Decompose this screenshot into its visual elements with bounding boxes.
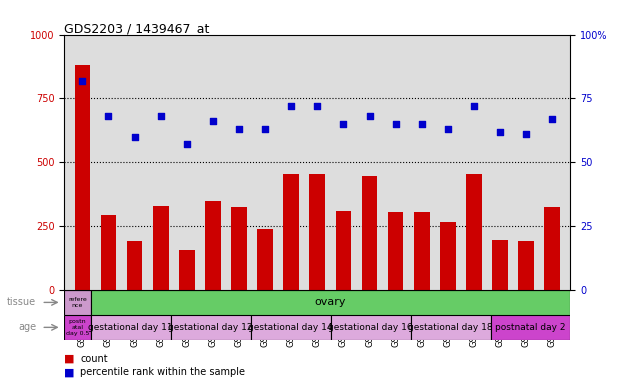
Point	[103, 113, 113, 119]
Text: ■: ■	[64, 354, 74, 364]
Bar	[251, 315, 331, 340]
Bar	[171, 315, 251, 340]
Bar	[64, 315, 91, 340]
Text: gestational day 11: gestational day 11	[88, 323, 173, 332]
Text: gestational day 12: gestational day 12	[169, 323, 253, 332]
Text: postnatal day 2: postnatal day 2	[495, 323, 566, 332]
Text: gestational day 14: gestational day 14	[249, 323, 333, 332]
Bar	[101, 215, 116, 290]
Bar	[153, 206, 169, 290]
Bar	[74, 65, 90, 290]
Bar	[519, 242, 534, 290]
Bar	[336, 211, 351, 290]
Bar	[544, 207, 560, 290]
Point	[208, 118, 218, 124]
Text: refere
nce: refere nce	[68, 297, 87, 308]
Text: ovary: ovary	[315, 297, 346, 308]
Text: age: age	[18, 322, 37, 333]
Text: ■: ■	[64, 367, 74, 377]
Bar	[310, 174, 325, 290]
Point	[312, 103, 322, 109]
Bar	[440, 222, 456, 290]
Bar	[388, 212, 403, 290]
Point	[469, 103, 479, 109]
Text: gestational day 18: gestational day 18	[408, 323, 493, 332]
Bar	[466, 174, 482, 290]
Bar	[127, 242, 142, 290]
Point	[78, 78, 88, 84]
Point	[547, 116, 557, 122]
Bar	[362, 176, 378, 290]
Text: percentile rank within the sample: percentile rank within the sample	[80, 367, 245, 377]
Point	[390, 121, 401, 127]
Point	[156, 113, 166, 119]
Point	[495, 129, 505, 135]
Point	[443, 126, 453, 132]
Point	[338, 121, 349, 127]
Bar	[283, 174, 299, 290]
Bar	[205, 200, 221, 290]
Point	[521, 131, 531, 137]
Point	[417, 121, 427, 127]
Point	[260, 126, 271, 132]
Text: postn
atal
day 0.5: postn atal day 0.5	[66, 319, 89, 336]
Bar	[411, 315, 490, 340]
Text: GDS2203 / 1439467_at: GDS2203 / 1439467_at	[64, 22, 210, 35]
Bar	[91, 315, 171, 340]
Point	[234, 126, 244, 132]
Bar	[492, 240, 508, 290]
Point	[286, 103, 296, 109]
Text: count: count	[80, 354, 108, 364]
Text: tissue: tissue	[7, 297, 37, 308]
Bar	[257, 228, 273, 290]
Bar	[179, 250, 195, 290]
Point	[129, 134, 140, 140]
Bar	[490, 315, 570, 340]
Point	[181, 141, 192, 147]
Bar	[414, 212, 429, 290]
Text: gestational day 16: gestational day 16	[328, 323, 413, 332]
Bar	[231, 207, 247, 290]
Bar	[331, 315, 411, 340]
Bar	[64, 290, 91, 315]
Point	[364, 113, 374, 119]
